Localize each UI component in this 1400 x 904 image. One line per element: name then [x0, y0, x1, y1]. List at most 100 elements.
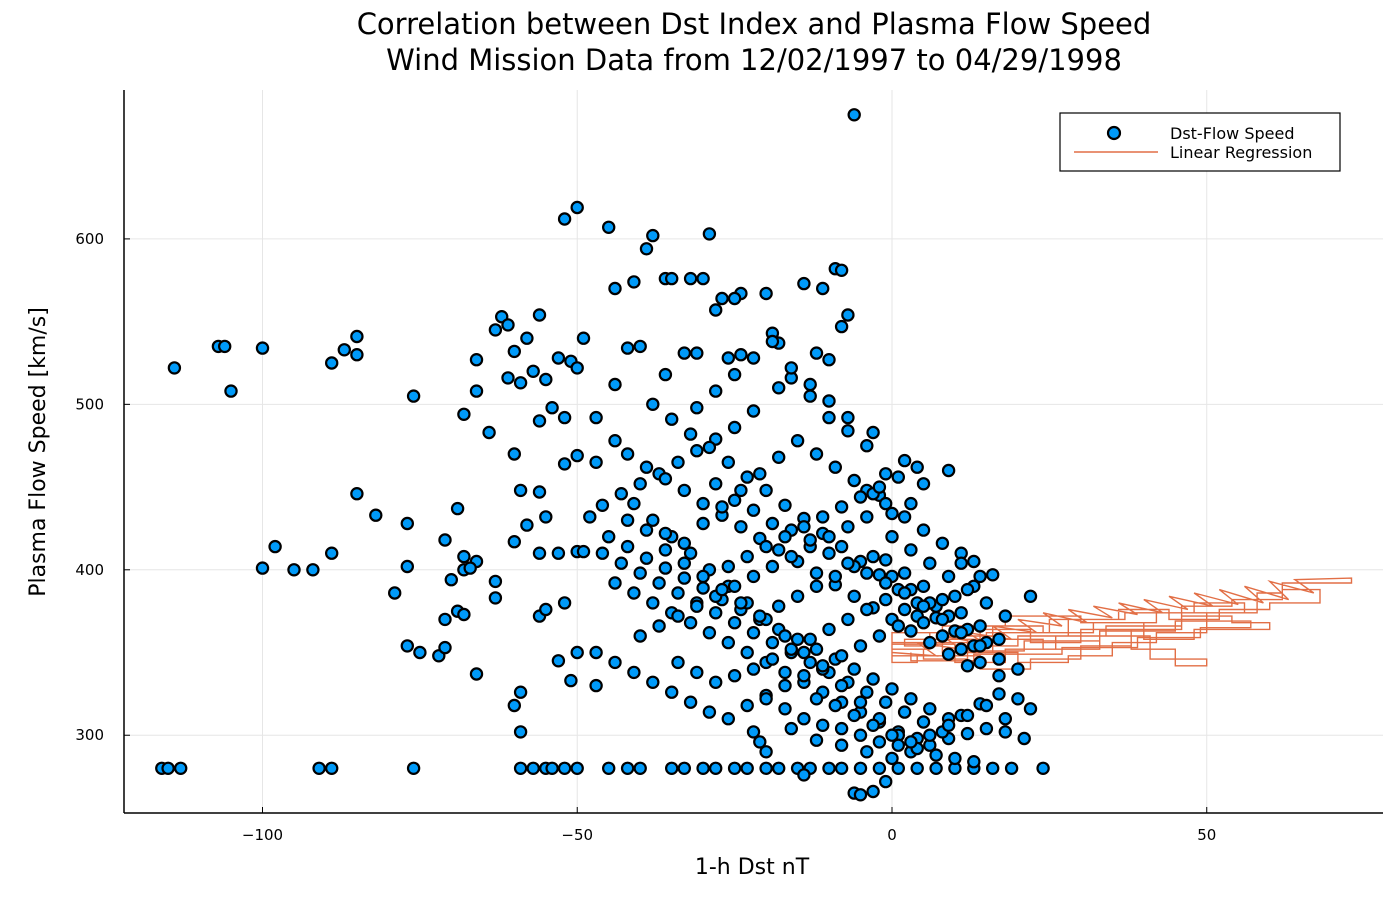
- scatter-point: [941, 647, 956, 661]
- scatter-point: [998, 609, 1013, 623]
- scatter-point: [872, 629, 887, 643]
- scatter-point: [834, 761, 849, 776]
- scatter-point: [557, 457, 572, 471]
- scatter-point: [507, 535, 521, 549]
- scatter-point: [690, 665, 704, 680]
- scatter-point: [753, 467, 767, 481]
- regression-layer: [891, 577, 1353, 670]
- scatter-point: [400, 559, 414, 574]
- y-tick-label: 400: [75, 561, 104, 579]
- scatter-point: [583, 510, 597, 524]
- scatter-point: [696, 569, 710, 584]
- scatter-point: [834, 721, 849, 736]
- scatter-point: [539, 602, 553, 617]
- scatter-point: [941, 569, 956, 584]
- scatter-point: [986, 761, 1000, 776]
- x-axis-label: 1-h Dst nT: [695, 855, 810, 880]
- scatter-point: [488, 574, 503, 589]
- scatter-point: [463, 561, 477, 575]
- scatter-point: [866, 672, 880, 686]
- scatter-point: [998, 712, 1013, 726]
- scatter-point: [268, 539, 282, 554]
- scatter-point: [841, 424, 855, 438]
- scatter-point: [860, 510, 874, 524]
- scatter-point: [891, 619, 906, 633]
- scatter-point: [941, 463, 956, 478]
- scatter-point: [954, 642, 968, 656]
- scatter-point: [860, 745, 874, 759]
- x-tick-label: −50: [561, 826, 593, 844]
- scatter-point: [589, 678, 603, 693]
- scatter-point: [973, 569, 987, 584]
- scatter-point: [721, 635, 736, 650]
- scatter-point: [797, 669, 811, 683]
- x-tick-label: 50: [1197, 826, 1216, 844]
- scatter-point: [772, 450, 786, 464]
- scatter-point: [992, 669, 1006, 683]
- scatter-point: [746, 404, 761, 418]
- scatter-point: [665, 412, 679, 426]
- scatter-point: [847, 108, 861, 122]
- scatter-point: [879, 576, 893, 590]
- scatter-point: [690, 401, 704, 415]
- scatter-point: [1004, 761, 1019, 776]
- scatter-point: [551, 546, 566, 560]
- scatter-point: [1023, 589, 1038, 604]
- scatter-point: [923, 728, 937, 742]
- scatter-point: [507, 698, 521, 713]
- scatter-point: [753, 609, 767, 623]
- scatter-point: [954, 606, 968, 620]
- scatter-point: [306, 563, 320, 577]
- scatter-point: [350, 348, 364, 362]
- scatter-point: [740, 549, 754, 564]
- scatter-point: [853, 788, 868, 802]
- scatter-point: [520, 331, 534, 345]
- scatter-point: [545, 401, 559, 415]
- scatter-point: [702, 440, 717, 455]
- scatter-point: [734, 520, 748, 534]
- scatter-point: [627, 496, 641, 511]
- scatter-point: [602, 530, 616, 544]
- scatter-point: [923, 702, 937, 716]
- scatter-point: [709, 761, 723, 776]
- scatter-point: [677, 556, 692, 570]
- scatter-point: [916, 616, 931, 630]
- scatter-point: [734, 348, 748, 362]
- scatter-point: [677, 571, 692, 585]
- scatter-point: [746, 626, 761, 640]
- scatter-point: [816, 510, 830, 524]
- scatter-point: [759, 761, 773, 776]
- scatter-point: [639, 242, 654, 256]
- scatter-point: [325, 761, 339, 776]
- scatter-point: [702, 626, 717, 640]
- scatter-point: [173, 761, 188, 776]
- scatter-point: [602, 761, 616, 776]
- scatter-point: [507, 447, 521, 461]
- scatter-point: [513, 376, 528, 390]
- scatter-point: [589, 455, 603, 469]
- scatter-point: [778, 678, 792, 693]
- scatter-point: [828, 569, 843, 584]
- scatter-point: [759, 286, 773, 301]
- scatter-point: [885, 506, 899, 521]
- scatter-point: [879, 496, 893, 511]
- scatter-point: [557, 596, 572, 610]
- scatter-point: [595, 498, 610, 512]
- scatter-point: [834, 738, 849, 752]
- scatter-point: [696, 581, 710, 595]
- scatter-point: [935, 536, 950, 551]
- scatter-point: [413, 645, 427, 660]
- scatter-point: [696, 516, 710, 531]
- scatter-point: [879, 695, 893, 709]
- scatter-point: [350, 487, 364, 501]
- scatter-point: [557, 761, 572, 776]
- scatter-point: [457, 549, 471, 564]
- scatter-point: [790, 589, 805, 604]
- scatter-point: [885, 751, 899, 766]
- scatter-point: [709, 303, 723, 317]
- scatter-point: [683, 695, 698, 709]
- scatter-point: [438, 612, 452, 627]
- scatter-point: [633, 629, 647, 643]
- scatter-point: [482, 425, 496, 440]
- scatter-point: [847, 662, 861, 676]
